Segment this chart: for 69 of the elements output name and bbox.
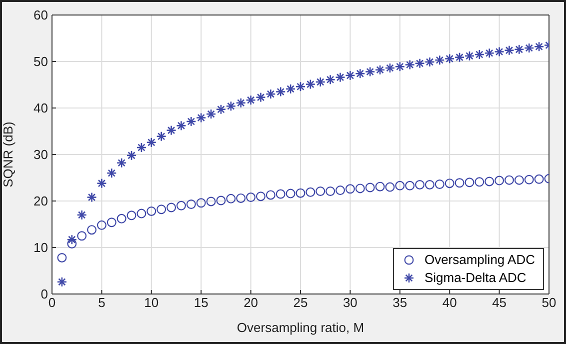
x-tick-label: 50 (542, 295, 556, 310)
point (96, 220, 106, 230)
y-tick-label: 10 (34, 240, 48, 256)
point (186, 200, 196, 210)
x-tick-label: 20 (244, 295, 258, 310)
point (286, 188, 296, 198)
point (77, 231, 87, 241)
x-axis-title: Oversampling ratio, M (236, 320, 364, 335)
point (474, 177, 484, 187)
point (345, 184, 355, 194)
point (316, 186, 326, 196)
point (236, 193, 246, 203)
x-tick-label: 40 (442, 295, 457, 310)
point (385, 182, 395, 192)
legend-label: Oversampling ADC (424, 251, 535, 269)
x-tick-label: 45 (492, 295, 507, 310)
point (216, 196, 226, 206)
point (156, 204, 166, 214)
x-tick-label: 15 (194, 295, 208, 310)
point (176, 200, 186, 210)
point (484, 176, 494, 186)
point (504, 175, 514, 185)
y-tick-label: 40 (34, 100, 48, 116)
point (67, 239, 77, 249)
point (196, 198, 206, 208)
point (336, 186, 346, 196)
point (126, 210, 136, 220)
point (464, 178, 474, 188)
point (136, 208, 146, 218)
point (434, 180, 444, 190)
point (166, 202, 176, 212)
point (534, 174, 544, 184)
point (444, 178, 454, 188)
point (395, 180, 405, 190)
y-tick-label: 30 (34, 147, 48, 162)
point (375, 182, 385, 192)
point (326, 186, 336, 196)
point (524, 174, 534, 184)
point (206, 196, 216, 206)
x-tick-label: 30 (342, 295, 358, 310)
point (87, 225, 97, 235)
point (296, 188, 306, 198)
y-axis-title: SQNR (dB) (0, 122, 16, 188)
y-tick-label: 50 (34, 54, 48, 70)
y-tick-label: 20 (34, 194, 48, 209)
point (57, 252, 67, 262)
point (246, 192, 256, 202)
point (146, 206, 156, 216)
point (226, 194, 236, 204)
point (306, 187, 316, 197)
point (276, 189, 286, 199)
point (266, 190, 276, 200)
point (106, 218, 116, 228)
x-tick-label: 5 (98, 295, 106, 310)
point (454, 178, 464, 188)
point (365, 182, 375, 192)
point (256, 192, 266, 202)
point (405, 180, 415, 190)
point (424, 180, 434, 190)
x-tick-label: 35 (392, 295, 408, 310)
x-tick-label: 25 (293, 295, 308, 310)
y-tick-label: 60 (34, 8, 48, 23)
point (116, 214, 126, 224)
point (415, 180, 425, 190)
point (494, 176, 504, 186)
x-tick-label: 10 (144, 295, 159, 310)
legend-label: Sigma-Delta ADC (424, 269, 526, 287)
point (514, 175, 524, 185)
point (355, 184, 365, 194)
